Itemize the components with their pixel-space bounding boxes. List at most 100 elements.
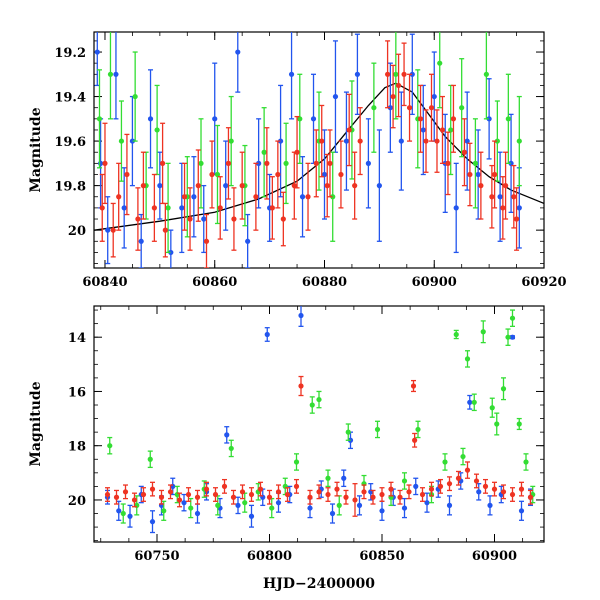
bottom-y-axis-label: Magnitude <box>28 381 44 466</box>
data-point <box>336 495 342 516</box>
marker <box>354 71 361 77</box>
marker <box>467 399 473 405</box>
data-point <box>343 91 350 191</box>
data-point <box>248 487 255 502</box>
marker <box>203 238 210 244</box>
data-point <box>257 481 264 497</box>
data-point <box>467 142 473 207</box>
data-point <box>198 118 204 209</box>
marker <box>371 105 377 111</box>
data-point <box>124 133 130 216</box>
data-point <box>167 484 174 500</box>
marker <box>245 238 251 244</box>
data-point <box>298 306 304 327</box>
marker <box>185 491 192 498</box>
marker <box>257 486 264 492</box>
x-tick-label: 60840 <box>82 275 127 290</box>
marker <box>116 508 122 514</box>
data-point <box>505 328 511 346</box>
marker <box>235 502 241 508</box>
data-point <box>374 420 381 439</box>
data-point <box>284 487 291 502</box>
marker <box>191 194 197 200</box>
data-point <box>131 492 138 508</box>
marker <box>419 491 426 498</box>
data-point <box>401 42 407 107</box>
marker <box>494 138 500 144</box>
marker <box>329 510 336 517</box>
marker <box>518 508 525 514</box>
marker <box>228 138 234 144</box>
marker <box>135 216 141 222</box>
data-point <box>116 162 122 231</box>
data-point <box>221 478 228 494</box>
marker <box>138 238 144 244</box>
marker <box>446 502 453 508</box>
marker <box>500 205 506 211</box>
marker <box>154 127 160 133</box>
marker <box>214 171 221 178</box>
marker <box>307 494 313 500</box>
marker <box>107 71 114 77</box>
data-point <box>352 483 358 517</box>
marker <box>442 459 448 465</box>
marker <box>445 160 451 166</box>
data-point <box>472 118 479 209</box>
marker <box>305 194 311 200</box>
marker <box>494 421 500 427</box>
data-point <box>412 432 418 448</box>
marker <box>209 171 215 178</box>
y-tick-label: 19.2 <box>54 46 86 61</box>
marker <box>275 489 282 495</box>
marker <box>176 497 183 503</box>
marker <box>309 402 315 408</box>
data-point <box>442 113 448 213</box>
data-point <box>483 32 489 120</box>
data-point <box>406 73 413 142</box>
data-point <box>283 122 289 205</box>
data-point <box>464 350 471 368</box>
marker <box>298 312 304 319</box>
marker <box>486 116 492 122</box>
marker <box>223 183 229 189</box>
data-point <box>387 62 393 153</box>
data-point <box>390 64 396 129</box>
data-point <box>176 492 183 508</box>
marker <box>352 497 358 503</box>
data-point <box>428 481 435 497</box>
marker <box>113 494 120 500</box>
marker <box>248 491 255 498</box>
data-point <box>305 162 311 231</box>
data-point <box>194 503 201 524</box>
marker <box>132 93 138 100</box>
marker <box>194 510 201 517</box>
marker <box>434 138 440 144</box>
data-point <box>132 51 138 142</box>
marker <box>277 138 284 144</box>
x-tick-label: 60880 <box>302 275 347 290</box>
data-point <box>500 484 507 500</box>
data-point <box>113 489 120 505</box>
marker <box>346 127 352 133</box>
marker <box>181 194 188 200</box>
data-point <box>321 129 328 220</box>
data-point <box>157 151 163 220</box>
data-point <box>291 151 297 220</box>
data-point <box>370 489 376 505</box>
marker <box>508 160 514 166</box>
marker <box>107 443 113 449</box>
data-point <box>453 162 459 254</box>
data-point <box>105 196 111 265</box>
data-point <box>453 329 459 340</box>
marker <box>423 138 429 144</box>
data-point <box>293 453 300 471</box>
data-point <box>487 495 493 516</box>
data-point <box>107 32 114 120</box>
data-point <box>127 504 133 528</box>
marker <box>388 486 394 492</box>
marker <box>129 138 136 144</box>
data-point <box>324 153 330 218</box>
data-point <box>149 481 156 497</box>
marker <box>505 116 511 122</box>
data-point <box>194 489 201 505</box>
